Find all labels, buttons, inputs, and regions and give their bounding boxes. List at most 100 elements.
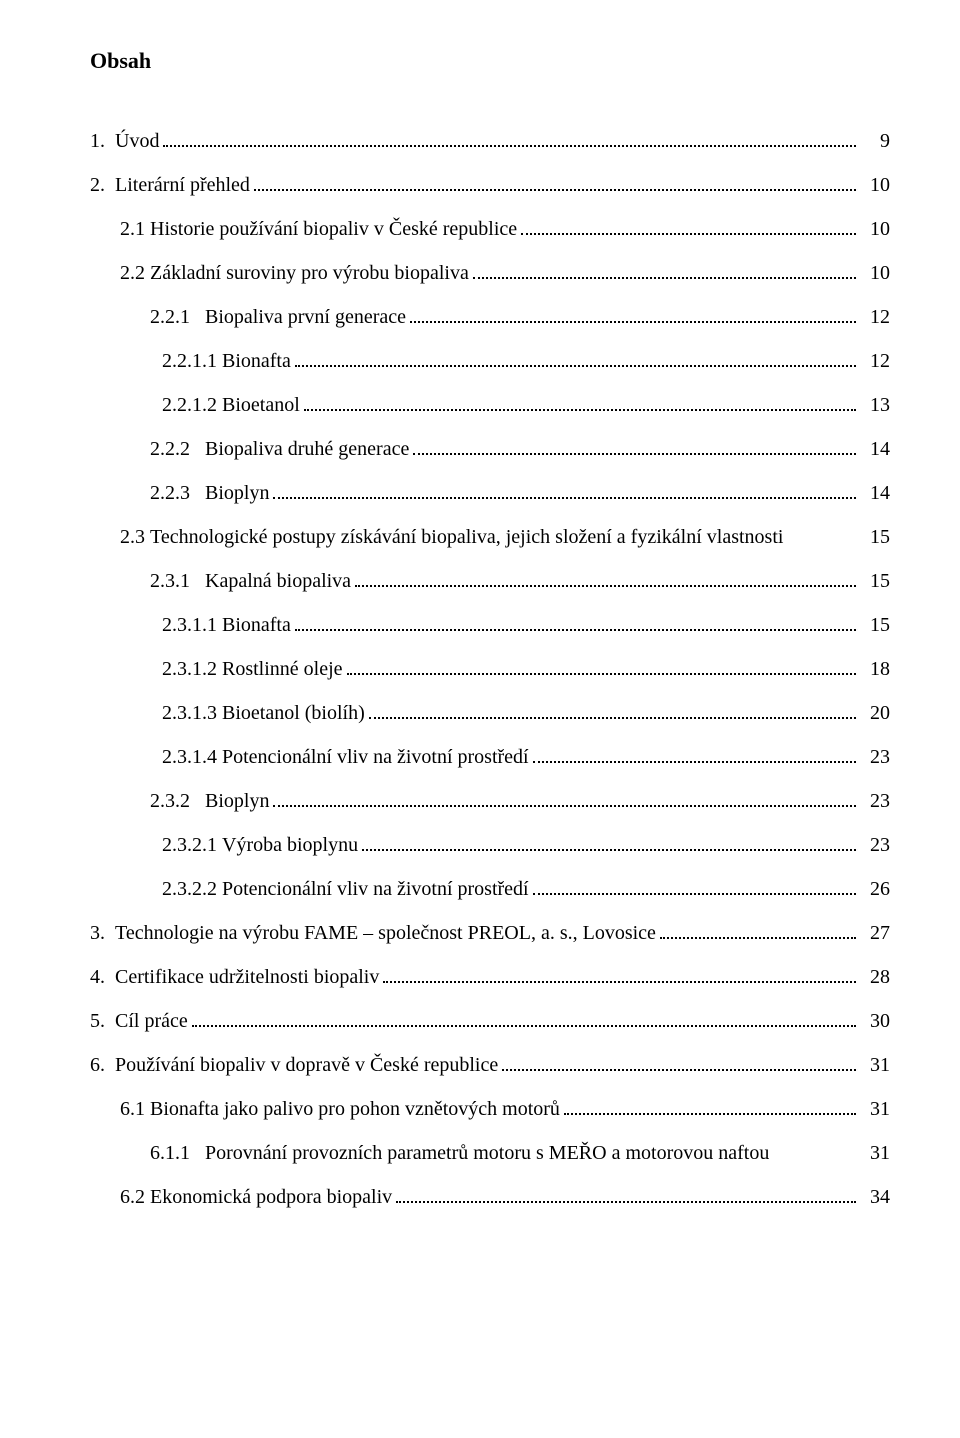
toc-title: Potencionální vliv na životní prostředí [222, 870, 529, 908]
toc-title: Literární přehled [115, 166, 250, 204]
toc-title: Bionafta [222, 342, 291, 380]
toc-page-number: 31 [860, 1046, 890, 1084]
toc-page-number: 10 [860, 254, 890, 292]
toc-number: 2.3.1.4 [162, 738, 222, 776]
toc-title: Ekonomická podpora biopaliv [150, 1178, 392, 1216]
toc-entry: 2.2.1 Biopaliva první generace12 [90, 298, 890, 336]
toc-page-number: 14 [860, 474, 890, 512]
toc-title: Kapalná biopaliva [205, 562, 351, 600]
toc-number: 2.3.2 [150, 782, 205, 820]
toc-entry: 2.3.2 Bioplyn 23 [90, 782, 890, 820]
toc-entry: 2.2.1.2 Bioetanol13 [90, 386, 890, 424]
toc-title: Biopaliva druhé generace [205, 430, 409, 468]
toc-leader-dots [254, 177, 856, 191]
toc-entry: 2.3.1.4 Potencionální vliv na životní pr… [90, 738, 890, 776]
toc-leader-dots [521, 221, 856, 235]
toc-title: Certifikace udržitelnosti biopaliv [115, 958, 379, 996]
toc-number: 1. [90, 122, 115, 160]
toc-number: 2.3.1.2 [162, 650, 222, 688]
toc-number: 2.2.1.1 [162, 342, 222, 380]
toc-page-number: 15 [860, 562, 890, 600]
toc-title: Výroba bioplynu [222, 826, 358, 864]
toc-title: Bioetanol (biolíh) [222, 694, 365, 732]
toc-entry: 6.2 Ekonomická podpora biopaliv34 [90, 1178, 890, 1216]
toc-number: 2.3.2.1 [162, 826, 222, 864]
toc-number: 2.3 [120, 518, 150, 556]
toc-number: 2.3.1 [150, 562, 205, 600]
toc-page-number: 20 [860, 694, 890, 732]
toc-page-number: 31 [860, 1090, 890, 1128]
toc-page-number: 15 [860, 606, 890, 644]
toc-entry: 6.1.1 Porovnání provozních parametrů mot… [90, 1134, 890, 1172]
toc-leader-dots [660, 925, 856, 939]
toc-page-number: 28 [860, 958, 890, 996]
toc-leader-dots [347, 661, 856, 675]
toc-page-number: 23 [860, 738, 890, 776]
toc-page-number: 23 [860, 826, 890, 864]
toc-title-wrap: Porovnání provozních parametrů motoru s … [205, 1134, 848, 1172]
toc-title: Bionafta jako palivo pro pohon vznětovýc… [150, 1090, 560, 1128]
toc-leader-dots [355, 573, 856, 587]
toc-entry: 2.2.2 Biopaliva druhé generace14 [90, 430, 890, 468]
toc-leader-dots [295, 617, 856, 631]
toc-leader-dots [564, 1101, 856, 1115]
toc-title: Základní suroviny pro výrobu biopaliva [150, 254, 469, 292]
toc-entry: 2.3.1.3 Bioetanol (biolíh) 20 [90, 694, 890, 732]
toc-page-number: 12 [860, 298, 890, 336]
toc-number: 6. [90, 1046, 115, 1084]
toc-entry: 2.3.1.2 Rostlinné oleje18 [90, 650, 890, 688]
toc-leader-dots [533, 881, 856, 895]
toc-title: Historie používání biopaliv v České repu… [150, 210, 517, 248]
toc-number: 2.3.2.2 [162, 870, 222, 908]
toc-number: 6.1 [120, 1090, 150, 1128]
toc-number: 5. [90, 1002, 115, 1040]
toc-page-number: 34 [860, 1178, 890, 1216]
toc-title: Technologie na výrobu FAME – společnost … [115, 914, 656, 952]
toc-page-number: 23 [860, 782, 890, 820]
toc-entry: 6. Používání biopaliv v dopravě v České … [90, 1046, 890, 1084]
toc-page-number: 26 [860, 870, 890, 908]
toc-leader-dots [304, 397, 856, 411]
toc-title: Úvod [115, 122, 159, 160]
toc-entry: 2.2.1.1 Bionafta 12 [90, 342, 890, 380]
toc-entry: 2.1 Historie používání biopaliv v České … [90, 210, 890, 248]
toc-leader-dots [369, 705, 856, 719]
toc-page-number: 12 [860, 342, 890, 380]
toc-title: Bioetanol [222, 386, 300, 424]
toc-number: 4. [90, 958, 115, 996]
toc-title: Porovnání provozních parametrů motoru s … [205, 1142, 769, 1164]
toc-leader-dots [192, 1013, 856, 1027]
toc-page-number: 14 [860, 430, 890, 468]
toc-page-number: 27 [860, 914, 890, 952]
toc-leader-dots [383, 969, 856, 983]
toc-page-number: 10 [860, 166, 890, 204]
toc-entry: 2.2.3 Bioplyn 14 [90, 474, 890, 512]
toc-page-number: 10 [860, 210, 890, 248]
toc-leader-dots [295, 353, 856, 367]
toc-title: Bioplyn [205, 474, 269, 512]
toc-title-wrap: Technologické postupy získávání biopaliv… [150, 518, 848, 556]
toc-entry: 2.3.1.1 Bionafta15 [90, 606, 890, 644]
toc-entry: 2.3.2.1 Výroba bioplynu 23 [90, 826, 890, 864]
toc-entry: 2.2 Základní suroviny pro výrobu biopali… [90, 254, 890, 292]
page-title: Obsah [90, 40, 890, 82]
toc-leader-dots [473, 265, 856, 279]
toc-number: 2.2.1.2 [162, 386, 222, 424]
toc-number: 2.2.3 [150, 474, 205, 512]
toc-page-number: 9 [860, 122, 890, 160]
toc-leader-dots [410, 309, 856, 323]
toc-entry: 4. Certifikace udržitelnosti biopaliv 28 [90, 958, 890, 996]
toc-leader-dots [502, 1057, 856, 1071]
toc-page-number: 30 [860, 1002, 890, 1040]
toc-number: 3. [90, 914, 115, 952]
toc-entry: 2.3 Technologické postupy získávání biop… [90, 518, 890, 556]
toc-number: 2.3.1.3 [162, 694, 222, 732]
toc-leader-dots [533, 749, 856, 763]
toc-leader-dots [396, 1189, 856, 1203]
toc-entry: 1. Úvod 9 [90, 122, 890, 160]
toc-title: Cíl práce [115, 1002, 188, 1040]
toc-page-number: 31 [860, 1134, 890, 1172]
toc-title: Bioplyn [205, 782, 269, 820]
toc-entry: 6.1 Bionafta jako palivo pro pohon vznět… [90, 1090, 890, 1128]
toc-number: 2.3.1.1 [162, 606, 222, 644]
